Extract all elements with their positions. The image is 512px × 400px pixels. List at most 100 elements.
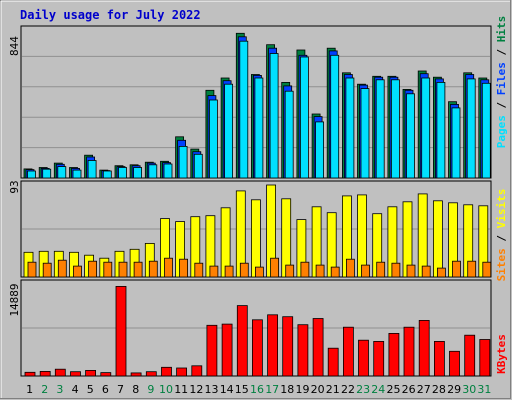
- legend-sep-2: /: [495, 42, 508, 62]
- bottom-panel-legend: KBytes: [495, 334, 508, 374]
- day-label-15: 15: [235, 383, 249, 396]
- sites-bar-day-17: [270, 257, 280, 278]
- sites-bar-day-10: [164, 257, 173, 278]
- day-label-10: 10: [159, 383, 173, 396]
- pages-bar-day-5: [87, 160, 97, 179]
- pages-bar-day-31: [481, 82, 491, 179]
- kbytes-bar-day-18: [282, 316, 294, 377]
- kbytes-bar-day-25: [388, 332, 400, 377]
- day-label-7: 7: [117, 383, 124, 396]
- day-label-27: 27: [417, 383, 431, 396]
- day-label-21: 21: [326, 383, 340, 396]
- sites-bar-day-2: [42, 262, 52, 278]
- day-label-11: 11: [174, 383, 188, 396]
- sites-bar-day-3: [57, 259, 67, 278]
- sites-bar-day-18: [285, 264, 295, 278]
- pages-bar-day-1: [27, 170, 36, 179]
- visits-bar-day-23: [357, 194, 367, 278]
- day-label-26: 26: [402, 383, 416, 396]
- legend-hits: Hits: [495, 16, 508, 43]
- sites-bar-day-25: [391, 262, 401, 278]
- day-label-25: 25: [387, 383, 401, 396]
- day-label-24: 24: [371, 383, 385, 396]
- sites-bar-day-24: [376, 261, 386, 278]
- kbytes-bar-day-8: [130, 372, 142, 377]
- kbytes-bar-day-2: [39, 370, 51, 377]
- pages-bar-day-11: [178, 145, 188, 179]
- pages-bar-day-22: [345, 77, 355, 179]
- pages-bar-day-27: [421, 77, 431, 179]
- pages-bar-day-13: [208, 99, 218, 179]
- sites-bar-day-26: [406, 264, 416, 278]
- pages-bar-day-2: [42, 168, 52, 179]
- legend-sites: Sites: [495, 248, 508, 281]
- visits-bar-day-28: [432, 200, 443, 278]
- legend-visits: Visits: [495, 189, 508, 229]
- day-label-13: 13: [205, 383, 219, 396]
- sites-bar-day-6: [103, 261, 113, 278]
- pages-bar-day-25: [390, 79, 400, 179]
- kbytes-bar-day-24: [373, 340, 385, 377]
- sites-bar-day-14: [224, 265, 234, 278]
- pages-bar-day-23: [360, 88, 370, 179]
- sites-bar-day-23: [361, 264, 370, 278]
- day-label-14: 14: [220, 383, 234, 396]
- pages-bar-day-3: [57, 166, 67, 179]
- pages-bar-day-7: [118, 167, 127, 179]
- top-panel-ymax-label: 844: [8, 36, 21, 56]
- visits-bar-day-16: [250, 199, 261, 278]
- day-label-29: 29: [447, 383, 461, 396]
- pages-bar-day-28: [436, 82, 446, 179]
- kbytes-bar-day-6: [100, 372, 112, 377]
- kbytes-bar-day-13: [206, 324, 218, 377]
- pages-bar-day-8: [133, 167, 143, 179]
- day-label-9: 9: [147, 383, 154, 396]
- day-label-31: 31: [477, 383, 491, 396]
- kbytes-bar-day-4: [70, 371, 81, 377]
- day-label-23: 23: [356, 383, 370, 396]
- sites-bar-day-12: [194, 262, 204, 278]
- day-label-20: 20: [311, 383, 325, 396]
- pages-bar-day-4: [72, 169, 82, 179]
- kbytes-bar-day-11: [176, 367, 188, 377]
- sites-bar-day-29: [452, 260, 461, 278]
- kbytes-bar-day-20: [312, 318, 324, 377]
- kbytes-bar-day-19: [297, 324, 309, 377]
- pages-bar-day-29: [451, 107, 461, 179]
- pages-bar-day-16: [254, 77, 264, 179]
- sites-bar-day-21: [330, 266, 340, 278]
- kbytes-bar-day-30: [464, 334, 476, 377]
- sites-bar-day-7: [118, 261, 128, 278]
- sites-bar-day-28: [436, 267, 446, 278]
- sites-bar-day-8: [133, 261, 143, 278]
- pages-bar-day-18: [284, 90, 294, 179]
- kbytes-bar-day-21: [327, 347, 339, 377]
- sites-bar-day-15: [239, 262, 249, 278]
- day-label-16: 16: [250, 383, 264, 396]
- middle-panel-legend: Sites / Visits: [495, 189, 508, 282]
- sites-bar-day-16: [254, 266, 264, 278]
- day-label-6: 6: [102, 383, 109, 396]
- kbytes-bar-day-5: [85, 369, 96, 377]
- day-label-28: 28: [432, 383, 446, 396]
- day-label-1: 1: [26, 383, 33, 396]
- kbytes-bar-day-15: [236, 305, 248, 377]
- pages-bar-day-26: [406, 93, 415, 179]
- kbytes-bar-day-28: [433, 340, 445, 377]
- day-label-30: 30: [462, 383, 476, 396]
- kbytes-bar-day-14: [221, 323, 233, 377]
- pages-bar-day-6: [102, 170, 112, 179]
- kbytes-bar-day-26: [403, 326, 415, 377]
- kbytes-bar-day-10: [161, 366, 172, 377]
- legend-pages: Pages: [495, 115, 508, 148]
- day-labels: 1 2 3 4 5 6 7 8 9 10 11 12 13 14 15 16 17 18 19 20 21 22 23 24 2…: [26, 383, 491, 396]
- pages-bar-day-19: [299, 56, 309, 179]
- legend-sep-1: /: [495, 95, 508, 115]
- sites-bar-day-27: [421, 265, 431, 278]
- day-label-3: 3: [56, 383, 63, 396]
- day-label-5: 5: [87, 383, 94, 396]
- chart-bars: [23, 32, 492, 377]
- chart-title: Daily usage for July 2022: [20, 8, 201, 22]
- sites-bar-day-9: [148, 260, 158, 278]
